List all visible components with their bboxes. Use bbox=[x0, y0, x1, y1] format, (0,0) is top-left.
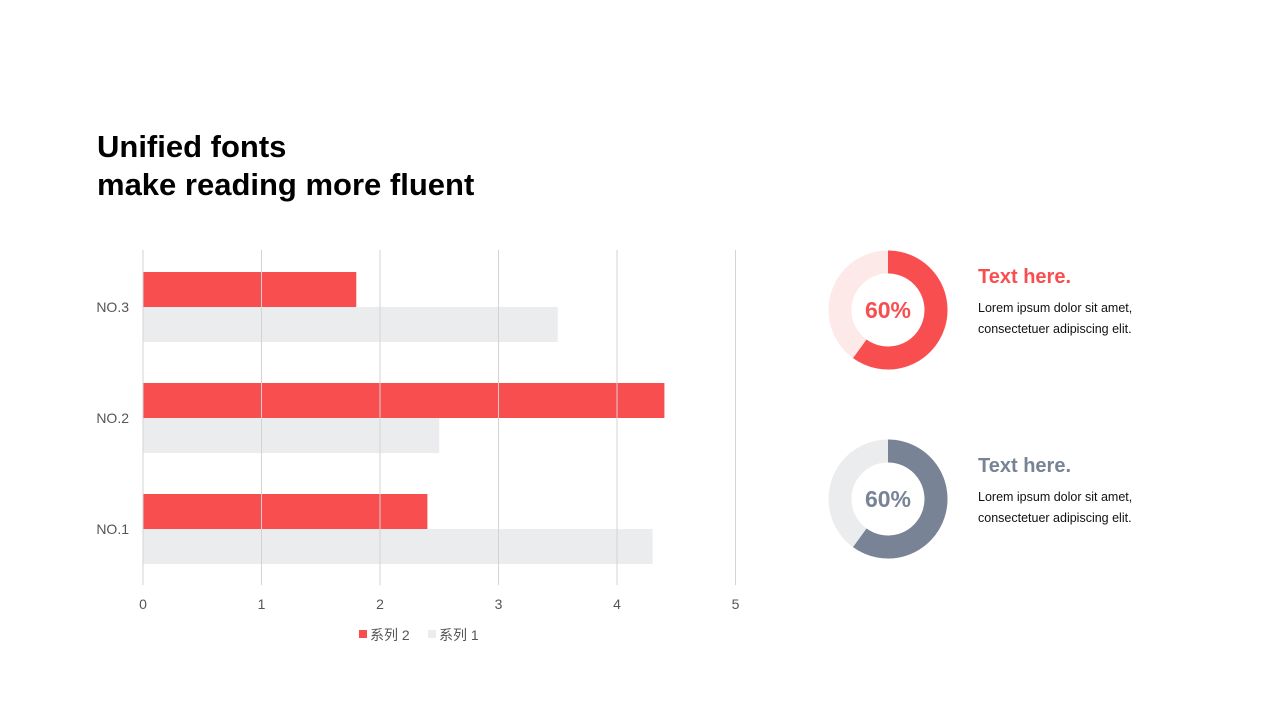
donut-block-1: 60% Text here. Lorem ipsum dolor sit ame… bbox=[820, 250, 1240, 390]
category-label: NO.1 bbox=[96, 521, 129, 537]
bar-series2-no2 bbox=[143, 383, 665, 418]
donut-2-body-line-2: consectetuer adipiscing elit. bbox=[978, 511, 1132, 525]
donut-chart-2: 60% bbox=[828, 439, 948, 559]
x-tick-label: 2 bbox=[376, 596, 384, 612]
page-title: Unified fonts make reading more fluent bbox=[97, 128, 474, 204]
category-label: NO.2 bbox=[96, 410, 129, 426]
bar-series2-no3 bbox=[143, 272, 357, 307]
donut-1-arc bbox=[853, 250, 948, 370]
bar-series2-no1 bbox=[143, 494, 428, 529]
donut-1-body-line-2: consectetuer adipiscing elit. bbox=[978, 322, 1132, 336]
donut-1-body-line-1: Lorem ipsum dolor sit amet, bbox=[978, 301, 1133, 315]
donut-2-percent-label: 60% bbox=[865, 486, 911, 512]
title-line-1: Unified fonts bbox=[97, 129, 287, 164]
x-tick-label: 3 bbox=[495, 596, 503, 612]
x-tick-label: 4 bbox=[613, 596, 621, 612]
donut-1-heading: Text here. bbox=[978, 266, 1071, 288]
legend-label: 系列 2 bbox=[370, 627, 410, 643]
bar-series1-no2 bbox=[143, 418, 440, 453]
x-tick-label: 1 bbox=[258, 596, 266, 612]
bar-chart: 0 1 2 3 4 5 NO.1 NO.2 NO.3 系列 2 系列 1 bbox=[96, 250, 740, 643]
donut-2-heading: Text here. bbox=[978, 455, 1071, 477]
x-tick-label: 0 bbox=[139, 596, 147, 612]
bar-series1-no3 bbox=[143, 307, 558, 342]
donut-chart-1: 60% bbox=[828, 250, 948, 370]
legend-label: 系列 1 bbox=[439, 627, 479, 643]
legend-swatch bbox=[428, 630, 436, 638]
donut-2-arc bbox=[853, 439, 948, 559]
legend-swatch bbox=[359, 630, 367, 638]
category-label: NO.3 bbox=[96, 299, 129, 315]
donut-2-body-line-1: Lorem ipsum dolor sit amet, bbox=[978, 490, 1133, 504]
donut-1-percent-label: 60% bbox=[865, 297, 911, 323]
donut-1-body: Lorem ipsum dolor sit amet, consectetuer… bbox=[978, 298, 1238, 340]
donut-block-2: 60% Text here. Lorem ipsum dolor sit ame… bbox=[820, 439, 1240, 579]
donut-2-body: Lorem ipsum dolor sit amet, consectetuer… bbox=[978, 487, 1238, 529]
x-tick-label: 5 bbox=[732, 596, 740, 612]
title-line-2: make reading more fluent bbox=[97, 167, 475, 202]
bar-series1-no1 bbox=[143, 529, 653, 564]
